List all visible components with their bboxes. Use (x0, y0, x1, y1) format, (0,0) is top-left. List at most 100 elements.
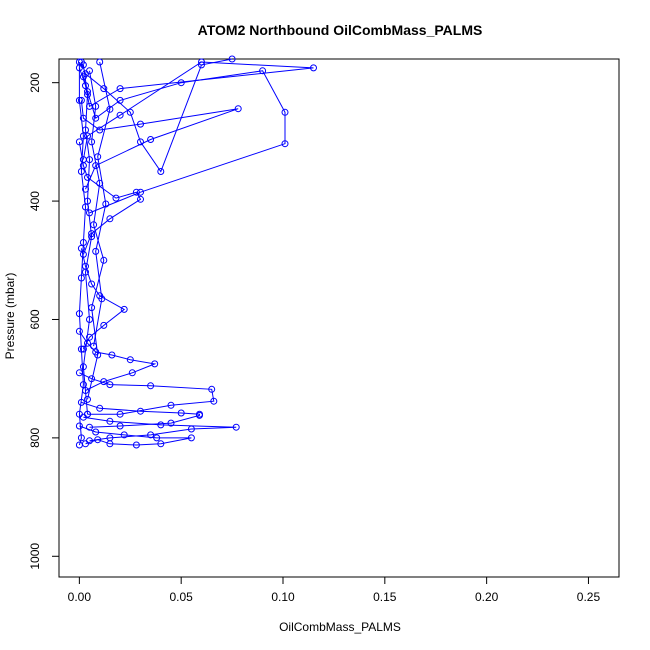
data-point (137, 195, 144, 203)
data-point (116, 111, 124, 119)
data-point (234, 105, 242, 113)
data-point (157, 440, 165, 448)
data-point (77, 434, 85, 442)
chart-title: ATOM2 Northbound OilCombMass_PALMS (198, 22, 483, 38)
data-point (106, 105, 114, 113)
data-point (126, 108, 134, 116)
data-point (177, 409, 185, 417)
data-point (92, 102, 100, 110)
data-point (75, 96, 83, 104)
data-point (90, 221, 98, 229)
series-profile-9 (77, 398, 203, 431)
data-point (106, 381, 114, 389)
data-point (96, 404, 104, 412)
data-point (102, 200, 110, 208)
data-point (79, 61, 87, 69)
data-point (100, 85, 108, 93)
data-point (120, 431, 128, 439)
x-tick-label: 0.00 (68, 590, 92, 604)
data-point (106, 215, 114, 223)
data-point (198, 58, 205, 66)
series-profile-1 (77, 55, 236, 175)
data-point (94, 153, 102, 161)
data-point (96, 126, 104, 134)
data-point (147, 136, 155, 143)
data-point (126, 356, 134, 364)
data-point (228, 55, 236, 63)
y-axis-label: Pressure (mbar) (3, 273, 17, 360)
data-point (88, 233, 96, 241)
y-tick-label: 600 (28, 309, 42, 329)
x-tick-label: 0.15 (373, 590, 397, 604)
data-point (281, 108, 289, 116)
data-point (88, 138, 96, 146)
data-point (88, 280, 96, 288)
data-point (75, 422, 83, 430)
data-point (147, 431, 155, 439)
y-tick-label: 200 (28, 72, 42, 92)
plot-area (75, 55, 317, 449)
data-point (167, 419, 175, 427)
series-line (79, 425, 192, 446)
x-tick-label: 0.25 (577, 590, 601, 604)
data-point (94, 436, 102, 444)
data-point (106, 417, 114, 425)
data-point (208, 385, 216, 393)
data-point (75, 410, 83, 418)
y-axis: 200 400 600 800 1000 (28, 72, 60, 570)
data-point (92, 114, 100, 122)
data-point (86, 67, 93, 75)
data-point (75, 138, 83, 146)
data-point (79, 239, 87, 246)
y-tick-label: 400 (28, 191, 42, 211)
data-point (84, 410, 91, 418)
x-tick-label: 0.10 (271, 590, 295, 604)
data-point (210, 397, 218, 405)
series-line (83, 416, 237, 442)
series-line (78, 141, 142, 255)
data-point (98, 295, 106, 303)
x-tick-label: 0.05 (170, 590, 194, 604)
data-point (232, 423, 240, 431)
data-point (108, 351, 116, 359)
data-point (132, 188, 140, 196)
data-point (84, 339, 91, 347)
data-point (92, 428, 100, 436)
data-point (120, 305, 128, 313)
data-point (116, 85, 124, 93)
data-point (147, 382, 155, 390)
x-axis-label: OilCombMass_PALMS (279, 620, 401, 634)
data-point (157, 421, 165, 429)
series-profile-15 (90, 58, 114, 350)
data-point (310, 64, 317, 72)
y-tick-label: 1000 (28, 543, 42, 570)
data-point (100, 256, 108, 264)
data-point (128, 369, 136, 377)
data-point (77, 274, 85, 282)
data-point (75, 327, 83, 335)
data-point (92, 247, 100, 255)
data-point (77, 168, 85, 175)
data-point (84, 173, 91, 181)
data-point (84, 395, 91, 403)
data-point (79, 162, 87, 170)
data-point (84, 132, 91, 140)
series-profile-5 (75, 138, 144, 258)
data-point (116, 422, 124, 430)
data-point (82, 268, 89, 276)
series-line (81, 401, 200, 428)
data-point (84, 91, 91, 98)
data-point (90, 342, 98, 350)
data-point (167, 401, 175, 409)
data-point (79, 345, 87, 353)
data-point (82, 126, 89, 134)
data-point (79, 381, 87, 389)
data-point (84, 197, 91, 205)
data-point (77, 345, 85, 353)
series-profile-14 (84, 67, 108, 403)
data-point (137, 138, 144, 146)
data-point (96, 58, 104, 66)
data-point (153, 434, 161, 442)
series-line (82, 64, 93, 415)
